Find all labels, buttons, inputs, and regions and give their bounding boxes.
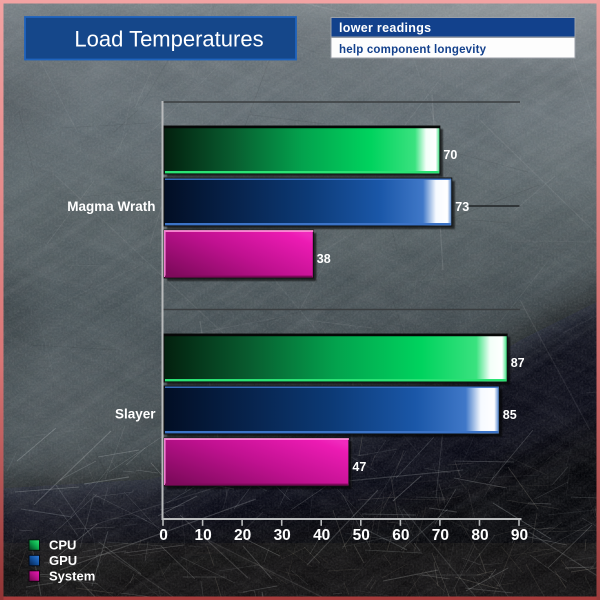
svg-text:73: 73 (455, 200, 469, 214)
svg-text:lower readings: lower readings (339, 21, 431, 35)
svg-text:50: 50 (353, 527, 370, 544)
svg-text:Magma Wrath: Magma Wrath (67, 199, 155, 214)
svg-text:0: 0 (159, 527, 168, 544)
svg-text:30: 30 (274, 527, 291, 544)
svg-text:10: 10 (194, 527, 211, 544)
svg-text:20: 20 (234, 527, 251, 544)
svg-text:60: 60 (392, 527, 409, 544)
svg-text:GPU: GPU (49, 553, 77, 568)
svg-text:85: 85 (503, 408, 517, 422)
svg-text:40: 40 (313, 527, 330, 544)
svg-text:80: 80 (471, 527, 488, 544)
svg-text:help component longevity: help component longevity (339, 44, 487, 56)
svg-text:System: System (49, 569, 95, 584)
svg-text:70: 70 (432, 527, 449, 544)
svg-text:70: 70 (443, 148, 457, 162)
svg-text:Slayer: Slayer (115, 407, 156, 422)
svg-text:Load Temperatures: Load Temperatures (74, 27, 263, 52)
svg-text:90: 90 (511, 527, 528, 544)
svg-text:87: 87 (511, 356, 525, 370)
svg-text:47: 47 (352, 460, 366, 474)
svg-text:CPU: CPU (49, 538, 76, 553)
svg-text:38: 38 (317, 252, 331, 266)
